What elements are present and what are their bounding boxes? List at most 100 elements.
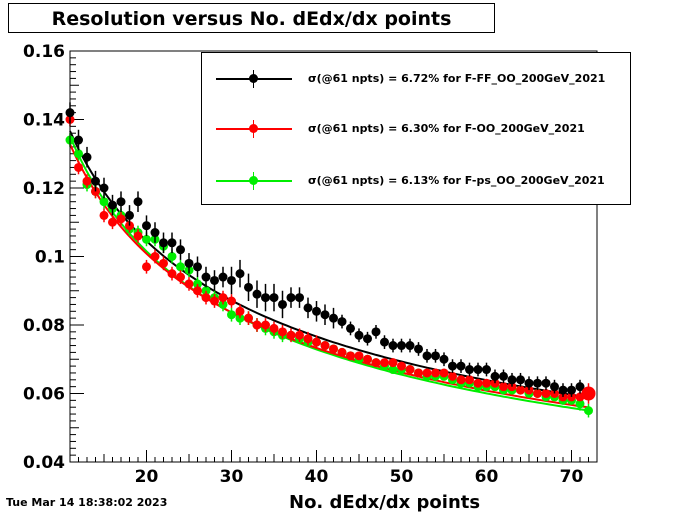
data-point xyxy=(337,317,347,327)
data-point xyxy=(303,303,313,313)
plot-frame xyxy=(69,50,598,463)
data-point xyxy=(261,320,270,330)
data-point xyxy=(499,371,508,381)
data-point xyxy=(159,238,168,248)
data-point xyxy=(235,269,245,279)
data-point xyxy=(354,330,364,340)
data-point xyxy=(133,231,143,241)
data-point xyxy=(108,200,117,210)
data-point xyxy=(541,389,551,398)
data-point xyxy=(482,365,491,375)
data-point xyxy=(507,375,517,385)
data-point xyxy=(439,368,449,378)
data-point xyxy=(584,406,593,416)
data-point xyxy=(405,341,415,351)
data-point xyxy=(516,375,525,385)
data-point xyxy=(414,368,423,378)
data-point xyxy=(448,361,457,371)
data-point xyxy=(142,262,151,272)
legend-marker-oo xyxy=(249,124,258,133)
data-point xyxy=(74,162,83,172)
data-point xyxy=(448,371,457,381)
legend-label-oo: σ(@61 npts) = 6.30% for F-OO_200GeV_2021 xyxy=(308,122,585,135)
timestamp: Tue Mar 14 18:38:02 2023 xyxy=(6,496,168,509)
y-tick-label: 0.04 xyxy=(23,453,65,473)
data-point xyxy=(295,293,304,303)
data-point xyxy=(176,272,185,282)
data-point xyxy=(371,358,381,368)
x-tick-label: 50 xyxy=(390,467,414,487)
y-tick-label: 0.1 xyxy=(35,248,65,268)
data-point xyxy=(473,378,483,388)
legend-label-ps: σ(@61 npts) = 6.13% for F-ps_OO_200GeV_2… xyxy=(308,174,605,187)
data-point xyxy=(533,389,542,398)
data-point xyxy=(303,334,313,344)
data-point xyxy=(176,245,185,255)
data-point xyxy=(431,368,440,378)
data-point xyxy=(125,210,134,220)
data-point xyxy=(431,351,440,361)
y-tick-label: 0.08 xyxy=(23,316,65,336)
data-point xyxy=(346,351,355,361)
data-point xyxy=(422,368,432,378)
data-point xyxy=(278,299,287,309)
y-tick-label: 0.14 xyxy=(23,111,65,131)
data-point xyxy=(99,183,109,193)
data-point xyxy=(295,330,304,340)
data-point xyxy=(320,341,330,351)
chart-title: Resolution versus No. dEdx/dx points xyxy=(8,3,495,33)
data-point xyxy=(184,258,194,268)
data-point xyxy=(388,358,398,368)
data-point xyxy=(465,375,474,385)
x-tick-label: 20 xyxy=(135,467,159,487)
data-point xyxy=(176,262,185,272)
data-point xyxy=(99,197,109,207)
x-tick-label: 40 xyxy=(305,467,329,487)
data-point xyxy=(74,149,83,159)
data-point xyxy=(82,176,92,186)
data-point xyxy=(269,293,279,303)
data-points xyxy=(65,102,596,418)
data-point xyxy=(227,310,236,320)
data-point xyxy=(354,351,364,361)
data-point xyxy=(261,293,270,303)
data-point xyxy=(116,214,126,224)
data-point xyxy=(439,354,449,364)
data-point xyxy=(320,310,330,320)
data-point xyxy=(142,234,151,244)
data-point xyxy=(184,279,194,289)
data-point xyxy=(210,296,219,306)
data-point xyxy=(490,371,500,381)
data-point xyxy=(499,382,508,392)
data-point xyxy=(550,382,559,392)
data-point xyxy=(516,385,525,395)
data-point xyxy=(108,217,117,227)
data-point xyxy=(329,344,338,354)
data-point xyxy=(473,365,483,375)
data-point xyxy=(337,347,347,357)
data-point xyxy=(167,269,177,279)
data-point xyxy=(405,365,415,375)
data-point xyxy=(456,361,466,371)
data-point xyxy=(244,313,253,323)
data-point xyxy=(82,152,92,162)
data-point xyxy=(252,320,262,330)
data-point xyxy=(227,296,236,306)
data-point xyxy=(278,327,287,337)
data-point xyxy=(414,344,423,354)
data-point xyxy=(422,351,432,361)
data-point xyxy=(465,365,474,375)
data-point xyxy=(397,361,406,371)
data-point xyxy=(371,327,381,337)
data-point xyxy=(524,378,534,388)
x-axis-label: No. dEdx/dx points xyxy=(289,492,481,513)
data-point xyxy=(116,197,126,207)
legend-label-ff: σ(@61 npts) = 6.72% for F-FF_OO_200GeV_2… xyxy=(308,72,606,85)
legend-entry-ff: σ(@61 npts) = 6.72% for F-FF_OO_200GeV_2… xyxy=(202,69,630,89)
data-point xyxy=(218,272,228,282)
data-point xyxy=(388,365,398,375)
data-point xyxy=(312,337,321,347)
data-point xyxy=(482,378,491,388)
data-point xyxy=(210,275,219,285)
